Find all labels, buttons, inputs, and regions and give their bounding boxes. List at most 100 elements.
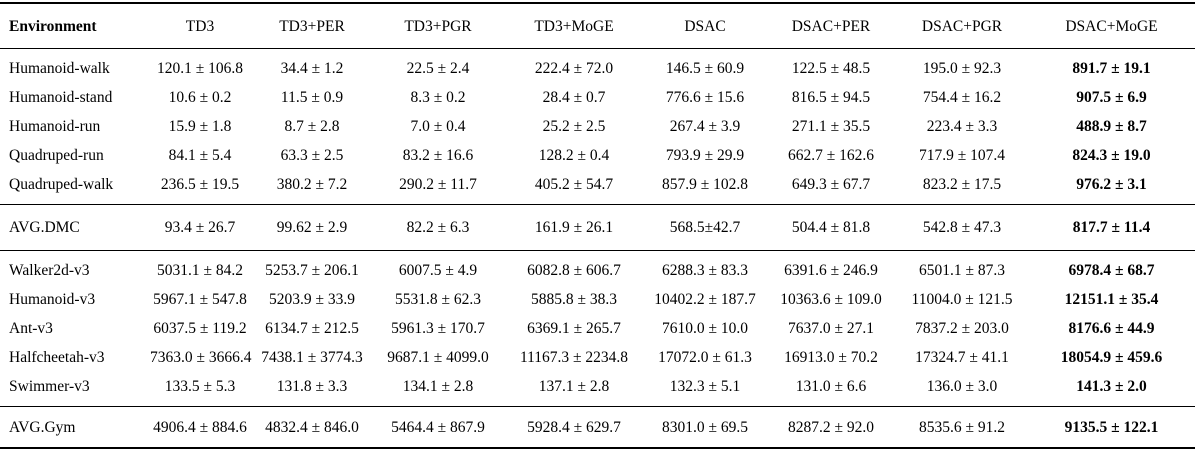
value-cell: 6288.3 ± 83.3	[661, 262, 748, 279]
environment-cell: Walker2d-v3	[9, 262, 90, 279]
value-cell: 7837.2 ± 203.0	[915, 320, 1009, 337]
value-cell: 976.2 ± 3.1	[1076, 176, 1147, 193]
value-cell: 754.4 ± 16.2	[922, 89, 1002, 106]
value-cell: 10.6 ± 0.2	[168, 89, 232, 106]
value-cell: 542.8 ± 47.3	[922, 219, 1002, 236]
value-cell: 25.2 ± 2.5	[542, 118, 606, 135]
value-cell: 9687.1 ± 4099.0	[387, 349, 489, 366]
value-cell: 717.9 ± 107.4	[918, 147, 1005, 164]
value-cell: 8176.6 ± 44.9	[1068, 320, 1155, 337]
header-dsac-moge: DSAC+MoGE	[1065, 17, 1158, 35]
value-cell: 10363.6 ± 109.0	[780, 291, 882, 308]
value-cell: 99.62 ± 2.9	[276, 219, 348, 236]
value-cell: 5031.1 ± 84.2	[156, 262, 243, 279]
value-cell: 146.5 ± 60.9	[665, 60, 745, 77]
value-cell: 8.3 ± 0.2	[410, 89, 466, 106]
value-cell: 16913.0 ± 70.2	[784, 349, 878, 366]
environment-cell: Quadruped-walk	[9, 176, 114, 193]
value-cell: 11004.0 ± 121.5	[911, 291, 1013, 308]
value-cell: 4832.4 ± 846.0	[265, 419, 359, 436]
environment-cell: Halfcheetah-v3	[9, 349, 105, 366]
value-cell: 290.2 ± 11.7	[399, 176, 477, 193]
avg-row: AVG.DMC 93.4 ± 26.7 99.62 ± 2.9 82.2 ± 6.3 1…	[0, 204, 1195, 251]
value-cell: 28.4 ± 0.7	[542, 89, 606, 106]
avg-row: AVG.Gym 4906.4 ± 884.6 4832.4 ± 846.0 5464.…	[0, 406, 1195, 449]
value-cell: 488.9 ± 8.7	[1076, 118, 1147, 135]
header-td3: TD3	[185, 17, 215, 35]
value-cell: 6134.7 ± 212.5	[265, 320, 359, 337]
table-row: Humanoid-v3 5967.1 ± 547.8 5203.9 ± 33.9 55…	[0, 285, 1195, 314]
value-cell: 128.2 ± 0.4	[538, 147, 610, 164]
value-cell: 223.4 ± 3.3	[926, 118, 998, 135]
value-cell: 793.9 ± 29.9	[665, 147, 745, 164]
table-row: Quadruped-walk 236.5 ± 19.5 380.2 ± 7.2 290…	[0, 170, 1195, 205]
header-td3-moge: TD3+MoGE	[534, 17, 614, 35]
value-cell: 817.7 ± 11.4	[1072, 219, 1151, 236]
value-cell: 8.7 ± 2.8	[284, 118, 340, 135]
value-cell: 891.7 ± 19.1	[1072, 60, 1151, 77]
table-row: Halfcheetah-v3 7363.0 ± 3666.4 7438.1 ± 37…	[0, 343, 1195, 372]
value-cell: 63.3 ± 2.5	[280, 147, 344, 164]
value-cell: 823.2 ± 17.5	[922, 176, 1002, 193]
environment-cell: AVG.Gym	[9, 419, 76, 436]
header-td3-per: TD3+PER	[279, 17, 345, 35]
header-td3-pgr: TD3+PGR	[404, 17, 472, 35]
value-cell: 6978.4 ± 68.7	[1068, 262, 1155, 279]
value-cell: 134.1 ± 2.8	[402, 378, 474, 395]
value-cell: 12151.1 ± 35.4	[1064, 291, 1159, 308]
value-cell: 236.5 ± 19.5	[160, 176, 240, 193]
value-cell: 649.3 ± 67.7	[791, 176, 871, 193]
value-cell: 9135.5 ± 122.1	[1064, 419, 1159, 436]
table-row: Humanoid-walk 120.1 ± 106.8 34.4 ± 1.2 22.5…	[0, 49, 1195, 84]
value-cell: 380.2 ± 7.2	[276, 176, 348, 193]
table-row: Swimmer-v3 133.5 ± 5.3 131.8 ± 3.3 134.1 ± …	[0, 372, 1195, 407]
value-cell: 131.8 ± 3.3	[276, 378, 348, 395]
value-cell: 5967.1 ± 547.8	[153, 291, 247, 308]
value-cell: 7.0 ± 0.4	[410, 118, 466, 135]
header-dsac: DSAC	[684, 17, 726, 35]
value-cell: 6391.6 ± 246.9	[784, 262, 878, 279]
value-cell: 816.5 ± 94.5	[791, 89, 871, 106]
value-cell: 161.9 ± 26.1	[534, 219, 614, 236]
value-cell: 7438.1 ± 3774.3	[261, 349, 363, 366]
value-cell: 6007.5 ± 4.9	[398, 262, 478, 279]
value-cell: 5464.4 ± 867.9	[391, 419, 485, 436]
environment-cell: Swimmer-v3	[9, 378, 90, 395]
value-cell: 405.2 ± 54.7	[534, 176, 614, 193]
value-cell: 857.9 ± 102.8	[661, 176, 748, 193]
value-cell: 824.3 ± 19.0	[1072, 147, 1151, 164]
environment-cell: AVG.DMC	[9, 219, 80, 236]
value-cell: 122.5 ± 48.5	[791, 60, 871, 77]
value-cell: 5885.8 ± 38.3	[530, 291, 617, 308]
value-cell: 271.1 ± 35.5	[791, 118, 871, 135]
value-cell: 8535.6 ± 91.2	[918, 419, 1005, 436]
value-cell: 120.1 ± 106.8	[156, 60, 243, 77]
environment-cell: Ant-v3	[9, 320, 53, 337]
table-body: Humanoid-walk 120.1 ± 106.8 34.4 ± 1.2 22.5…	[0, 49, 1195, 449]
value-cell: 84.1 ± 5.4	[168, 147, 232, 164]
value-cell: 568.5±42.7	[669, 219, 741, 236]
value-cell: 17324.7 ± 41.1	[915, 349, 1009, 366]
value-cell: 6369.1 ± 265.7	[527, 320, 621, 337]
table-row: Ant-v3 6037.5 ± 119.2 6134.7 ± 212.5 5961.3…	[0, 314, 1195, 343]
value-cell: 141.3 ± 2.0	[1076, 378, 1147, 395]
value-cell: 8287.2 ± 92.0	[787, 419, 874, 436]
value-cell: 7637.0 ± 27.1	[787, 320, 874, 337]
value-cell: 5253.7 ± 206.1	[265, 262, 359, 279]
value-cell: 5928.4 ± 629.7	[527, 419, 621, 436]
value-cell: 17072.0 ± 61.3	[658, 349, 752, 366]
value-cell: 11.5 ± 0.9	[280, 89, 344, 106]
value-cell: 8301.0 ± 69.5	[661, 419, 748, 436]
header-environment: Environment	[9, 17, 97, 35]
value-cell: 136.0 ± 3.0	[926, 378, 998, 395]
value-cell: 5961.3 ± 170.7	[391, 320, 485, 337]
environment-cell: Humanoid-stand	[9, 89, 113, 106]
environment-cell: Quadruped-run	[9, 147, 104, 164]
value-cell: 776.6 ± 15.6	[665, 89, 745, 106]
header-dsac-pgr: DSAC+PGR	[921, 17, 1003, 35]
value-cell: 133.5 ± 5.3	[164, 378, 236, 395]
header-row: Environment TD3 TD3+PER TD3+PGR TD3+MoGE…	[0, 3, 1195, 49]
value-cell: 267.4 ± 3.9	[669, 118, 741, 135]
value-cell: 132.3 ± 5.1	[669, 378, 741, 395]
table-row: Humanoid-run 15.9 ± 1.8 8.7 ± 2.8 7.0 ± 0.4…	[0, 112, 1195, 141]
